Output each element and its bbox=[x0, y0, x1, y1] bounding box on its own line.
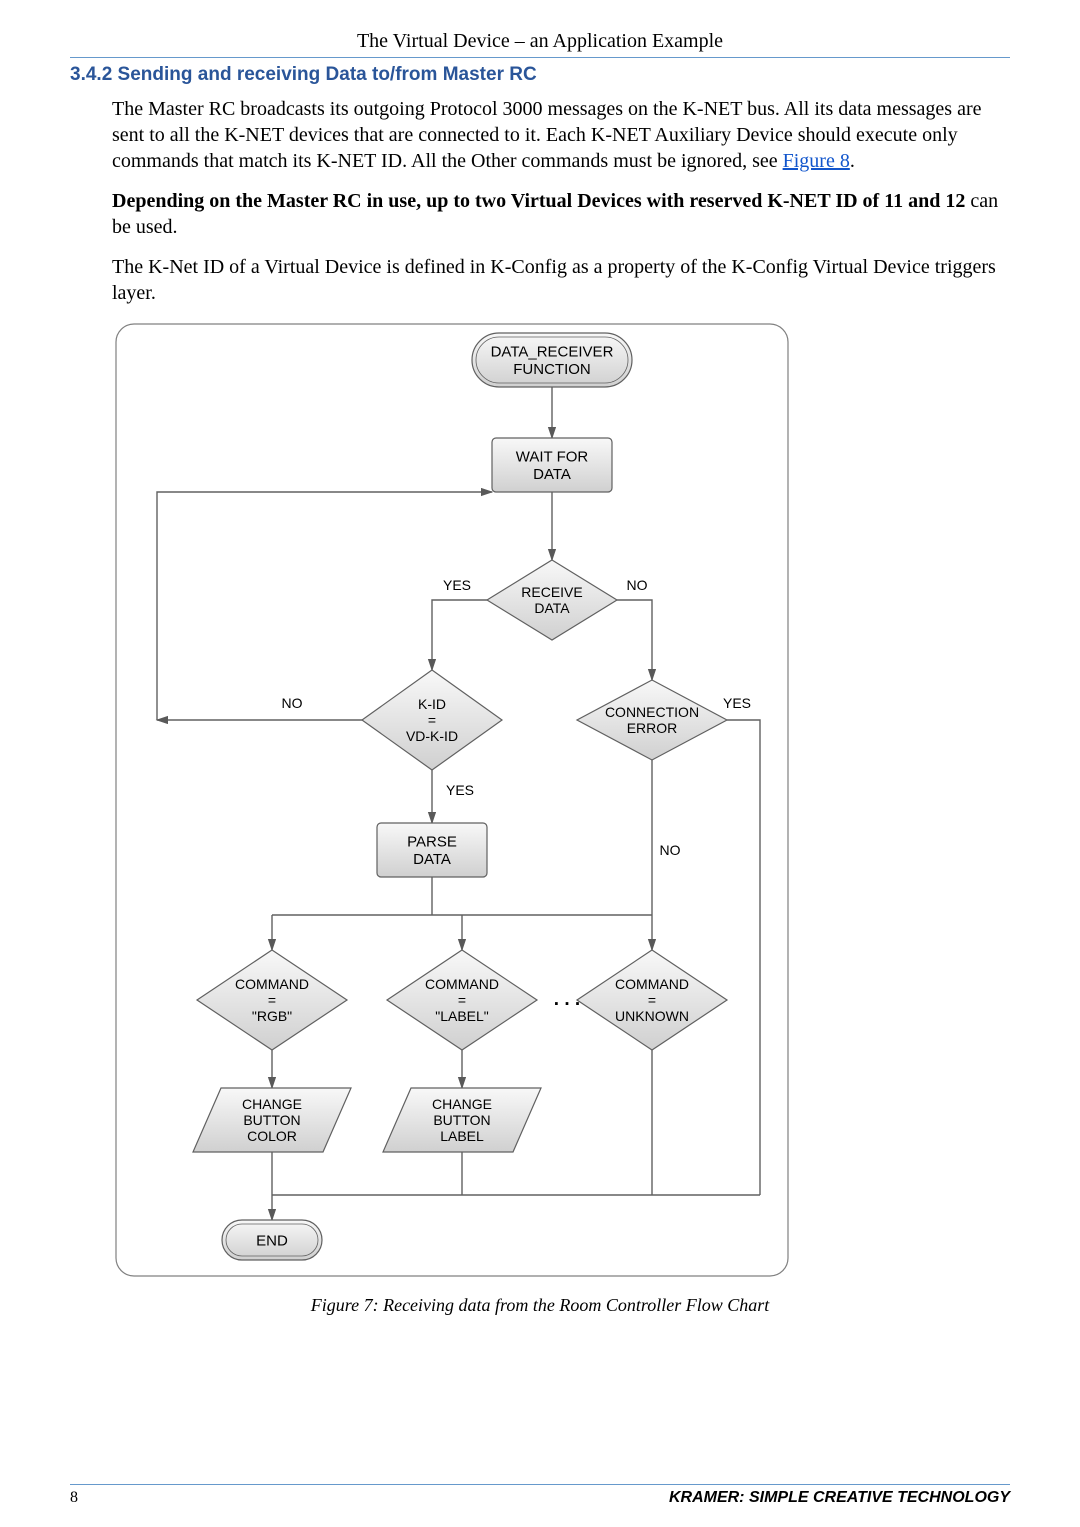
svg-text:COMMAND: COMMAND bbox=[235, 976, 309, 992]
svg-text:BUTTON: BUTTON bbox=[433, 1112, 490, 1128]
svg-text:=: = bbox=[268, 992, 276, 1008]
svg-text:"LABEL": "LABEL" bbox=[435, 1008, 489, 1024]
section-number: 3.4.2 bbox=[70, 64, 112, 85]
svg-text:ERROR: ERROR bbox=[627, 720, 678, 736]
figure-8-link[interactable]: Figure 8 bbox=[783, 150, 850, 172]
svg-text:COMMAND: COMMAND bbox=[615, 976, 689, 992]
section-title: Sending and receiving Data to/from Maste… bbox=[118, 64, 537, 85]
section-heading: 3.4.2 Sending and receiving Data to/from… bbox=[70, 64, 1010, 86]
svg-text:DATA: DATA bbox=[534, 600, 570, 616]
svg-text:DATA_RECEIVER: DATA_RECEIVER bbox=[491, 344, 614, 361]
svg-text:DATA: DATA bbox=[533, 466, 571, 483]
svg-text:PARSE: PARSE bbox=[407, 834, 457, 851]
svg-text:NO: NO bbox=[282, 695, 303, 711]
svg-text:"RGB": "RGB" bbox=[252, 1008, 292, 1024]
svg-text:K-ID: K-ID bbox=[418, 696, 446, 712]
svg-text:NO: NO bbox=[660, 842, 681, 858]
svg-text:=: = bbox=[648, 992, 656, 1008]
flowchart-svg: YES NO NO YES YES NO DATA_RECEIVERFUNCTION WAIT… bbox=[112, 320, 792, 1280]
paragraph-1: The Master RC broadcasts its outgoing Pr… bbox=[112, 96, 1010, 174]
svg-text:DATA: DATA bbox=[413, 851, 451, 868]
p2-bold: Depending on the Master RC in use, up to… bbox=[112, 190, 965, 212]
svg-text:WAIT FOR: WAIT FOR bbox=[516, 449, 589, 466]
flowchart-figure: YES NO NO YES YES NO DATA_RECEIVERFUNCTION WAIT… bbox=[112, 320, 1010, 1285]
running-title: The Virtual Device – an Application Exam… bbox=[70, 30, 1010, 58]
footer-brand: KRAMER: SIMPLE CREATIVE TECHNOLOGY bbox=[669, 1489, 1010, 1507]
svg-text:NO: NO bbox=[627, 577, 648, 593]
svg-text:CONNECTION: CONNECTION bbox=[605, 704, 699, 720]
svg-text:UNKNOWN: UNKNOWN bbox=[615, 1008, 689, 1024]
svg-text:CHANGE: CHANGE bbox=[432, 1096, 492, 1112]
svg-text:FUNCTION: FUNCTION bbox=[513, 361, 591, 378]
svg-text:COMMAND: COMMAND bbox=[425, 976, 499, 992]
p1-text-b: . bbox=[850, 150, 855, 172]
svg-text:=: = bbox=[458, 992, 466, 1008]
svg-text:BUTTON: BUTTON bbox=[243, 1112, 300, 1128]
svg-text:YES: YES bbox=[723, 695, 751, 711]
figure-caption: Figure 7: Receiving data from the Room C… bbox=[70, 1295, 1010, 1316]
svg-text:RECEIVE: RECEIVE bbox=[521, 584, 582, 600]
page-footer: 8 KRAMER: SIMPLE CREATIVE TECHNOLOGY bbox=[70, 1484, 1010, 1507]
svg-text:CHANGE: CHANGE bbox=[242, 1096, 302, 1112]
svg-text:COLOR: COLOR bbox=[247, 1128, 297, 1144]
paragraph-2: Depending on the Master RC in use, up to… bbox=[112, 188, 1010, 240]
svg-text:END: END bbox=[256, 1232, 288, 1249]
svg-text:YES: YES bbox=[446, 782, 474, 798]
svg-text:YES: YES bbox=[443, 577, 471, 593]
svg-text:=: = bbox=[428, 712, 436, 728]
svg-text:. . .: . . . bbox=[554, 989, 580, 1010]
page-number: 8 bbox=[70, 1489, 78, 1507]
svg-text:VD-K-ID: VD-K-ID bbox=[406, 728, 458, 744]
paragraph-3: The K-Net ID of a Virtual Device is defi… bbox=[112, 254, 1010, 306]
svg-text:LABEL: LABEL bbox=[440, 1128, 484, 1144]
